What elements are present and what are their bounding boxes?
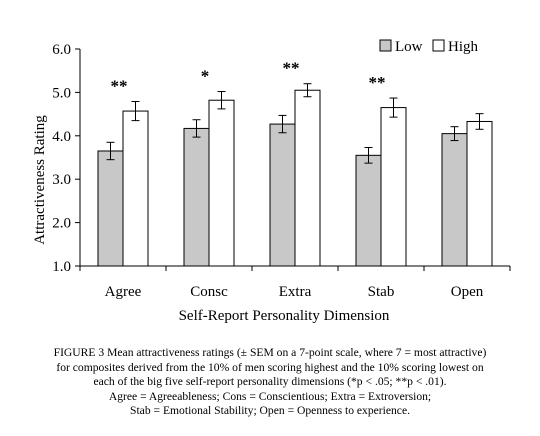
- bar-chart: 1.0 2.0 3.0 4.0 5.0 6.0 Agree Consc Extra Stab Op…: [32, 39, 511, 324]
- bar-low: [183, 127, 210, 267]
- caption-line: Agree = Agreeableness; Cons = Conscienti…: [108, 389, 432, 403]
- legend-swatch-low: [379, 39, 392, 52]
- y-axis: 1.0 2.0 3.0 4.0 5.0 6.0: [52, 42, 81, 275]
- significance-marker: **: [283, 59, 300, 78]
- y-tick-label: 5.0: [52, 85, 71, 101]
- y-tick-label: 4.0: [52, 129, 71, 145]
- bar-high: [122, 110, 149, 267]
- legend-label-low: Low: [395, 39, 423, 55]
- bar-high: [208, 99, 235, 267]
- x-tick-label: Open: [451, 284, 484, 300]
- significance-marker: **: [111, 77, 128, 96]
- x-axis-label: Self-Report Personality Dimension: [179, 308, 390, 324]
- x-tick-label: Extra: [279, 284, 312, 300]
- y-tick-label: 1.0: [52, 259, 71, 275]
- legend: Low High: [379, 39, 479, 55]
- y-tick-label: 3.0: [52, 172, 71, 188]
- x-tick-label: Agree: [105, 284, 142, 300]
- y-tick-label: 2.0: [52, 216, 71, 232]
- figure-caption: FIGURE 3 Mean attractiveness ratings (± …: [10, 346, 530, 419]
- bar-high: [294, 89, 321, 267]
- legend-label-high: High: [448, 39, 479, 55]
- caption-line: FIGURE 3 Mean attractiveness ratings (± …: [53, 346, 487, 359]
- caption-line: for composites derived from the 10% of m…: [56, 360, 484, 374]
- bar-low: [97, 150, 124, 267]
- legend-swatch-high: [432, 39, 445, 52]
- bars: *** ****: [97, 59, 493, 267]
- caption-line: Stab = Emotional Stability; Open = Openn…: [130, 404, 410, 418]
- bar-low: [441, 133, 468, 267]
- bar-high: [466, 120, 493, 267]
- bar-high: [380, 107, 407, 267]
- bar-low: [355, 154, 382, 267]
- y-axis-label: Attractiveness Rating: [32, 115, 48, 245]
- x-axis: Agree Consc Extra Stab Open: [79, 265, 511, 300]
- significance-marker: *: [201, 67, 210, 86]
- bar-low: [269, 123, 296, 267]
- x-tick-label: Stab: [368, 284, 395, 300]
- caption-line: each of the big five self-report persona…: [93, 375, 447, 389]
- x-tick-label: Consc: [190, 284, 228, 300]
- significance-marker: **: [369, 73, 386, 92]
- y-tick-label: 6.0: [52, 42, 71, 58]
